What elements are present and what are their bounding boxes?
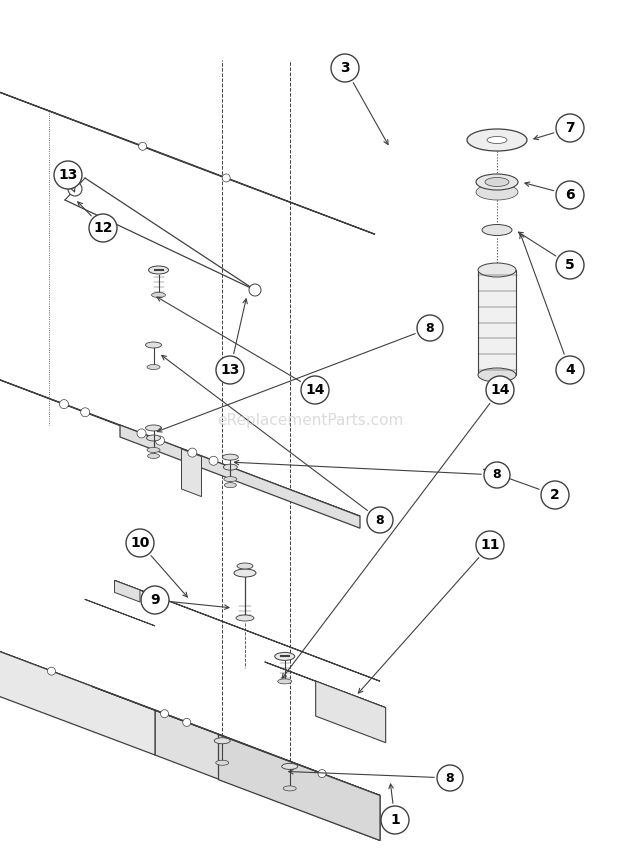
Ellipse shape <box>278 679 292 684</box>
Circle shape <box>126 529 154 557</box>
Circle shape <box>437 765 463 791</box>
Ellipse shape <box>149 266 169 274</box>
Circle shape <box>183 718 191 727</box>
Text: 4: 4 <box>565 363 575 377</box>
Circle shape <box>54 161 82 189</box>
Text: 14: 14 <box>305 383 325 397</box>
Polygon shape <box>85 599 155 625</box>
Polygon shape <box>218 734 380 841</box>
Polygon shape <box>43 109 69 118</box>
Text: 9: 9 <box>150 593 160 607</box>
Polygon shape <box>115 580 140 602</box>
Text: eReplacementParts.com: eReplacementParts.com <box>217 413 403 427</box>
Circle shape <box>137 429 146 438</box>
Ellipse shape <box>215 738 230 744</box>
Polygon shape <box>0 76 375 234</box>
Text: 8: 8 <box>493 468 502 481</box>
Ellipse shape <box>146 435 161 441</box>
Circle shape <box>556 251 584 279</box>
Ellipse shape <box>147 448 160 452</box>
Circle shape <box>556 114 584 142</box>
Text: 6: 6 <box>565 188 575 202</box>
Circle shape <box>417 315 443 341</box>
Text: 10: 10 <box>130 536 149 550</box>
Circle shape <box>89 214 117 242</box>
Circle shape <box>249 284 261 296</box>
Polygon shape <box>120 425 360 529</box>
Text: 13: 13 <box>220 363 240 377</box>
Ellipse shape <box>478 368 516 382</box>
Text: 8: 8 <box>376 513 384 527</box>
Circle shape <box>556 181 584 209</box>
Circle shape <box>222 174 230 182</box>
Circle shape <box>484 462 510 488</box>
Circle shape <box>331 54 359 82</box>
Ellipse shape <box>223 454 238 460</box>
Text: 12: 12 <box>93 221 113 235</box>
Polygon shape <box>0 358 360 517</box>
Polygon shape <box>0 650 380 795</box>
Ellipse shape <box>478 263 516 277</box>
Ellipse shape <box>224 477 237 481</box>
Circle shape <box>188 448 197 457</box>
Ellipse shape <box>482 225 512 235</box>
Circle shape <box>476 531 504 559</box>
Text: 1: 1 <box>390 813 400 827</box>
Circle shape <box>209 456 218 465</box>
Text: 8: 8 <box>426 322 435 335</box>
Circle shape <box>541 481 569 509</box>
Circle shape <box>141 586 169 614</box>
Polygon shape <box>265 662 386 708</box>
Circle shape <box>318 770 326 777</box>
Circle shape <box>139 142 146 150</box>
Ellipse shape <box>467 129 527 151</box>
Ellipse shape <box>223 464 237 470</box>
Ellipse shape <box>151 293 166 298</box>
Polygon shape <box>182 449 202 497</box>
Text: 2: 2 <box>550 488 560 502</box>
Circle shape <box>301 376 329 404</box>
Ellipse shape <box>476 184 518 200</box>
Bar <box>478 270 516 375</box>
Text: 8: 8 <box>446 771 454 784</box>
Circle shape <box>367 507 393 533</box>
Circle shape <box>48 668 55 675</box>
Polygon shape <box>316 681 386 743</box>
Ellipse shape <box>485 178 509 186</box>
Ellipse shape <box>224 483 236 487</box>
Ellipse shape <box>487 136 507 143</box>
Ellipse shape <box>146 342 162 348</box>
Ellipse shape <box>283 786 296 791</box>
Ellipse shape <box>234 569 256 577</box>
Ellipse shape <box>275 652 294 661</box>
Ellipse shape <box>216 760 229 765</box>
Circle shape <box>161 710 169 717</box>
Circle shape <box>81 408 90 417</box>
Circle shape <box>216 356 244 384</box>
Circle shape <box>156 436 164 445</box>
Ellipse shape <box>281 764 298 770</box>
Polygon shape <box>155 710 380 841</box>
Polygon shape <box>92 686 319 772</box>
Text: 5: 5 <box>565 258 575 272</box>
Circle shape <box>556 356 584 384</box>
Ellipse shape <box>237 563 253 569</box>
Text: 11: 11 <box>480 538 500 552</box>
Ellipse shape <box>146 425 162 431</box>
Ellipse shape <box>476 174 518 190</box>
Circle shape <box>486 376 514 404</box>
Ellipse shape <box>148 454 159 458</box>
Polygon shape <box>0 650 155 755</box>
Text: 14: 14 <box>490 383 510 397</box>
Text: 13: 13 <box>58 168 78 182</box>
Polygon shape <box>115 580 380 681</box>
Text: 7: 7 <box>565 121 575 135</box>
Ellipse shape <box>147 365 160 370</box>
Circle shape <box>68 182 82 196</box>
Circle shape <box>60 400 68 408</box>
Text: 3: 3 <box>340 61 350 75</box>
Ellipse shape <box>236 615 254 621</box>
Circle shape <box>381 806 409 834</box>
